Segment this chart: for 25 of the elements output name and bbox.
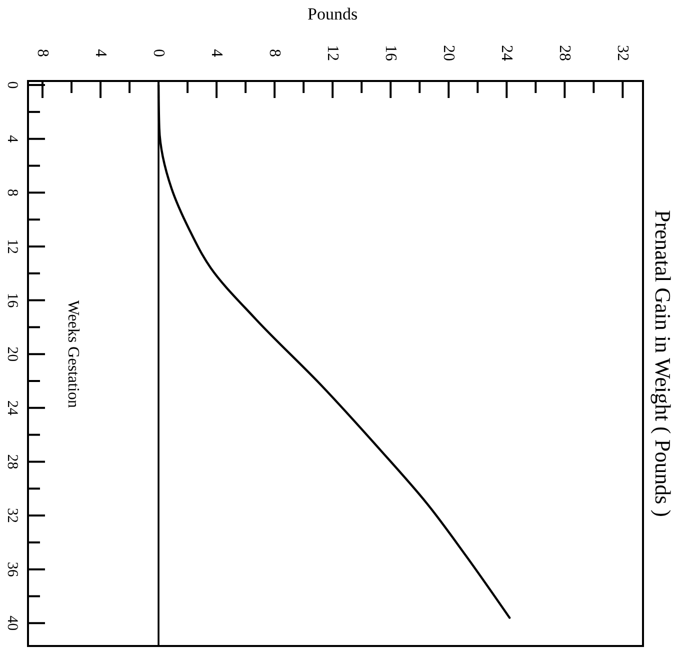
x-axis-title: Pounds bbox=[308, 4, 358, 24]
y-tick-label: 0 bbox=[4, 81, 20, 89]
text: Prenatal Gain in Weight ( Pounds ) bbox=[650, 210, 676, 518]
x-tick-label: 4 bbox=[92, 49, 110, 57]
y-tick-label: 16 bbox=[4, 292, 20, 308]
y-tick-label: 36 bbox=[4, 562, 20, 578]
y-tick-label: 24 bbox=[4, 400, 20, 416]
x-tick-label: 24 bbox=[498, 45, 516, 61]
x-tick-label: 20 bbox=[440, 45, 458, 61]
y-tick-label: 4 bbox=[4, 135, 20, 144]
x-tick-label: 12 bbox=[324, 45, 342, 61]
y-tick-label: 28 bbox=[4, 454, 20, 470]
x-tick-label: 4 bbox=[208, 49, 226, 57]
y-tick-label: 20 bbox=[4, 346, 20, 362]
x-tick-label: 8 bbox=[266, 49, 284, 57]
x-tick-label: 8 bbox=[34, 49, 52, 57]
y-tick-label: 8 bbox=[4, 188, 20, 196]
y-axis-title: Weeks Gestation bbox=[64, 300, 82, 408]
y-tick-label: 12 bbox=[4, 238, 20, 254]
x-tick-label: 16 bbox=[382, 45, 400, 61]
y-tick-label: 40 bbox=[4, 616, 20, 631]
y-tick-label: 32 bbox=[4, 508, 20, 524]
x-tick-label: 0 bbox=[150, 49, 168, 57]
x-tick-label: 32 bbox=[614, 45, 632, 61]
x-tick-label: 28 bbox=[556, 45, 574, 61]
